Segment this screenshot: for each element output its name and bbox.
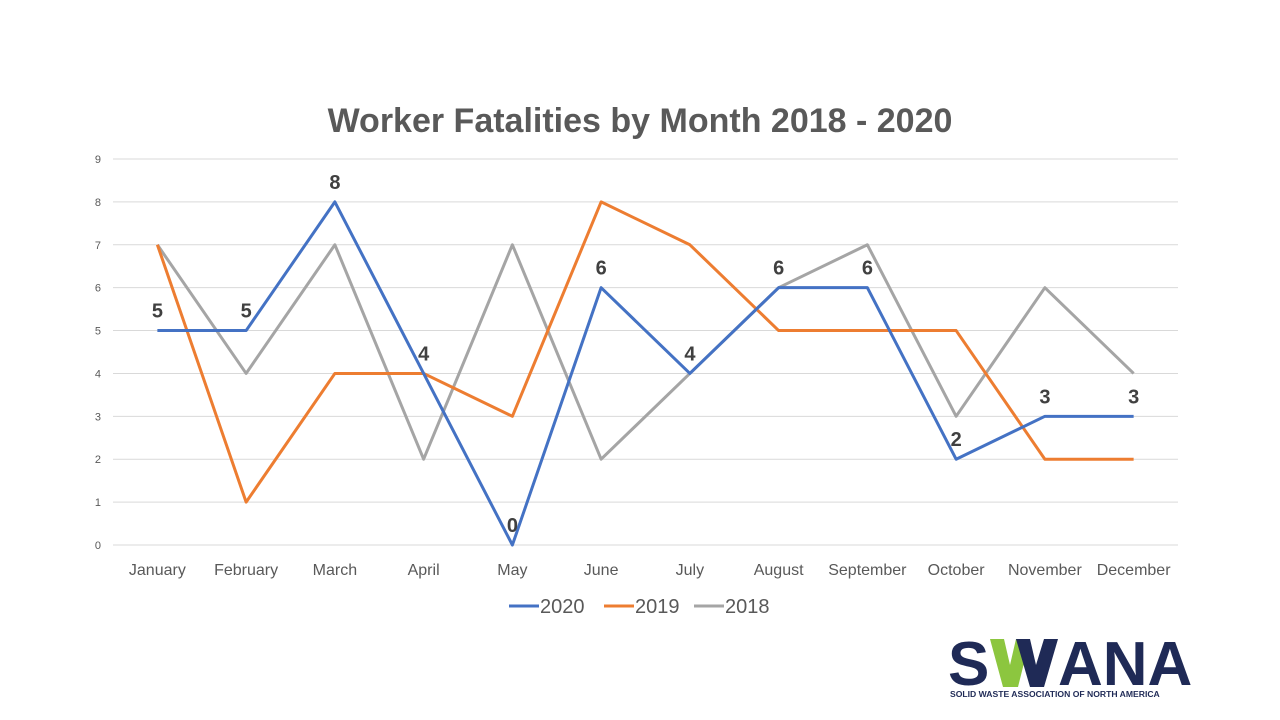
data-label: 2 — [951, 429, 962, 451]
data-label: 0 — [507, 515, 518, 537]
x-tick-label: March — [313, 562, 357, 579]
y-tick-label: 8 — [95, 197, 101, 209]
data-label: 6 — [862, 258, 873, 280]
x-tick-label: November — [1008, 562, 1082, 579]
data-label: 4 — [684, 343, 696, 365]
series-lines — [155, 200, 1135, 547]
y-tick-label: 5 — [95, 326, 101, 338]
series-line-2020 — [157, 200, 1134, 547]
x-tick-label: August — [754, 562, 804, 579]
legend: 2020 2019 2018 — [509, 596, 770, 618]
y-axis-ticks: 0 1 2 3 4 5 6 7 8 9 — [95, 154, 101, 552]
data-label: 4 — [418, 343, 430, 365]
chart-title: Worker Fatalities by Month 2018 - 2020 — [328, 102, 953, 140]
y-tick-label: 7 — [95, 240, 101, 252]
data-label: 5 — [241, 301, 252, 323]
x-tick-label: July — [676, 562, 704, 579]
data-label: 3 — [1039, 386, 1050, 408]
x-tick-label: September — [828, 562, 907, 579]
y-tick-label: 6 — [95, 283, 101, 295]
y-tick-label: 1 — [95, 497, 101, 509]
swana-logo: S ANA SOLID WASTE ASSOCIATION OF NORTH A… — [948, 630, 1192, 699]
gridlines — [113, 158, 1178, 546]
data-label: 6 — [596, 258, 607, 280]
x-tick-label: February — [214, 562, 278, 579]
data-label: 8 — [329, 172, 340, 194]
y-tick-label: 0 — [95, 540, 101, 552]
x-tick-label: April — [408, 562, 440, 579]
series-line-2018 — [156, 243, 1135, 461]
logo-w-navy — [1016, 639, 1058, 687]
series-line-2019 — [155, 200, 1134, 504]
legend-label: 2020 — [540, 596, 585, 618]
x-tick-label: June — [584, 562, 619, 579]
logo-text-sw: S — [948, 630, 989, 699]
logo-tagline: SOLID WASTE ASSOCIATION OF NORTH AMERICA — [950, 689, 1160, 699]
legend-label: 2018 — [725, 596, 770, 618]
logo-text-ana: ANA — [1058, 630, 1192, 699]
data-label: 5 — [152, 301, 163, 323]
x-tick-label: October — [928, 562, 986, 579]
data-label: 6 — [773, 258, 784, 280]
y-tick-label: 3 — [95, 411, 101, 423]
data-labels: 5 5 8 4 0 6 4 6 6 2 3 3 — [152, 172, 1139, 537]
x-tick-label: December — [1097, 562, 1171, 579]
data-label: 3 — [1128, 386, 1139, 408]
y-tick-label: 9 — [95, 154, 101, 166]
y-tick-label: 2 — [95, 454, 101, 466]
x-axis-ticks: January February March April May June July Augu… — [129, 562, 1171, 579]
y-tick-label: 4 — [95, 368, 101, 380]
x-tick-label: May — [497, 562, 527, 579]
legend-label: 2019 — [635, 596, 680, 618]
x-tick-label: January — [129, 562, 186, 579]
